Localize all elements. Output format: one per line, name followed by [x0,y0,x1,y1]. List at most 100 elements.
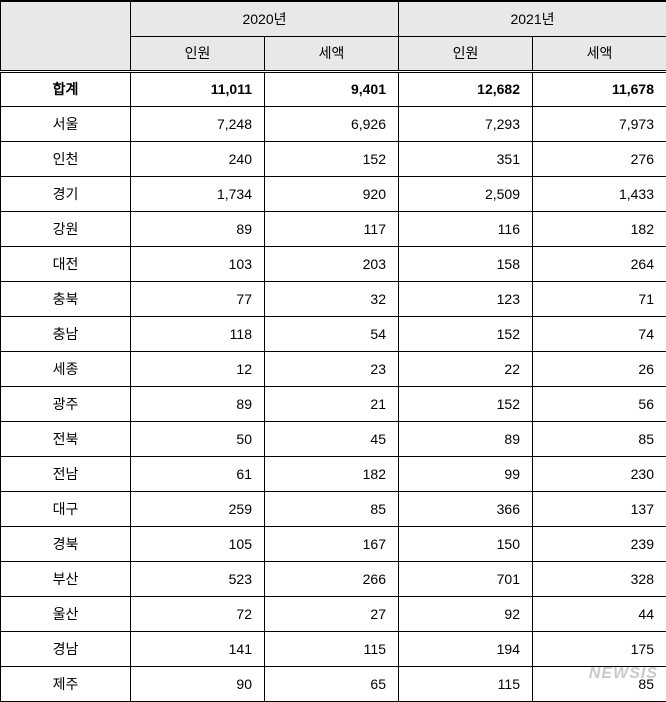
cell-2020-tax: 6,926 [265,106,399,141]
table-row: 강원89117116182 [1,211,666,246]
cell-2021-tax: 85 [533,421,666,456]
total-2020-tax: 9,401 [265,71,399,106]
cell-2020-tax: 266 [265,561,399,596]
cell-region: 경북 [1,526,131,561]
table-row: 제주906511585 [1,666,666,701]
cell-2020-tax: 167 [265,526,399,561]
cell-2021-people: 366 [399,491,533,526]
cell-2021-people: 351 [399,141,533,176]
table-row: 충남1185415274 [1,316,666,351]
table-row: 울산72279244 [1,596,666,631]
cell-2021-people: 2,509 [399,176,533,211]
cell-2021-people: 7,293 [399,106,533,141]
cell-2020-people: 240 [131,141,265,176]
cell-2020-tax: 920 [265,176,399,211]
table-row: 부산523266701328 [1,561,666,596]
cell-2020-tax: 152 [265,141,399,176]
table-row: 대전103203158264 [1,246,666,281]
cell-2020-people: 141 [131,631,265,666]
cell-region: 제주 [1,666,131,701]
cell-region: 전북 [1,421,131,456]
row-total: 합계 11,011 9,401 12,682 11,678 [1,71,666,106]
cell-2021-people: 92 [399,596,533,631]
cell-region: 대전 [1,246,131,281]
cell-2021-tax: 328 [533,561,666,596]
cell-region: 강원 [1,211,131,246]
table-body: 합계 11,011 9,401 12,682 11,678 서울7,2486,9… [1,71,666,701]
cell-2021-tax: 230 [533,456,666,491]
header-2021-people: 인원 [399,36,533,71]
cell-2021-tax: 56 [533,386,666,421]
cell-2021-people: 158 [399,246,533,281]
total-label: 합계 [1,71,131,106]
cell-2020-people: 259 [131,491,265,526]
total-2021-tax: 11,678 [533,71,666,106]
cell-2021-tax: 26 [533,351,666,386]
cell-2021-people: 115 [399,666,533,701]
cell-region: 충남 [1,316,131,351]
cell-region: 경남 [1,631,131,666]
cell-2021-people: 22 [399,351,533,386]
cell-2021-tax: 71 [533,281,666,316]
data-table: 2020년 2021년 인원 세액 인원 세액 합계 11,011 9,401 … [0,0,666,702]
cell-2021-people: 89 [399,421,533,456]
cell-2020-tax: 85 [265,491,399,526]
cell-2021-people: 152 [399,386,533,421]
cell-region: 경기 [1,176,131,211]
cell-2020-people: 1,734 [131,176,265,211]
cell-2021-people: 116 [399,211,533,246]
total-2020-people: 11,011 [131,71,265,106]
cell-region: 대구 [1,491,131,526]
cell-2021-people: 123 [399,281,533,316]
cell-region: 부산 [1,561,131,596]
cell-2020-people: 103 [131,246,265,281]
cell-2020-people: 523 [131,561,265,596]
table-row: 전남6118299230 [1,456,666,491]
cell-2021-people: 194 [399,631,533,666]
table-row: 경북105167150239 [1,526,666,561]
cell-2021-tax: 175 [533,631,666,666]
cell-2021-tax: 74 [533,316,666,351]
cell-2020-tax: 117 [265,211,399,246]
cell-2020-tax: 45 [265,421,399,456]
header-year-2020: 2020년 [131,1,399,36]
cell-2020-people: 12 [131,351,265,386]
cell-2020-people: 105 [131,526,265,561]
table-row: 경남141115194175 [1,631,666,666]
cell-region: 서울 [1,106,131,141]
cell-2020-tax: 54 [265,316,399,351]
cell-2020-tax: 182 [265,456,399,491]
table-row: 전북50458985 [1,421,666,456]
table-row: 광주892115256 [1,386,666,421]
cell-2020-tax: 32 [265,281,399,316]
total-2021-people: 12,682 [399,71,533,106]
cell-2020-people: 50 [131,421,265,456]
cell-2021-tax: 264 [533,246,666,281]
cell-2020-tax: 65 [265,666,399,701]
header-2020-people: 인원 [131,36,265,71]
cell-region: 충북 [1,281,131,316]
cell-2021-people: 701 [399,561,533,596]
cell-2020-tax: 21 [265,386,399,421]
cell-2021-tax: 239 [533,526,666,561]
cell-region: 울산 [1,596,131,631]
header-2021-tax: 세액 [533,36,666,71]
cell-2021-tax: 44 [533,596,666,631]
cell-2020-people: 61 [131,456,265,491]
cell-region: 광주 [1,386,131,421]
cell-2020-people: 77 [131,281,265,316]
table-row: 서울7,2486,9267,2937,973 [1,106,666,141]
table-row: 충북773212371 [1,281,666,316]
cell-2021-tax: 7,973 [533,106,666,141]
cell-2020-tax: 115 [265,631,399,666]
cell-2021-tax: 137 [533,491,666,526]
table-row: 인천240152351276 [1,141,666,176]
cell-region: 인천 [1,141,131,176]
cell-2020-tax: 203 [265,246,399,281]
cell-2020-people: 89 [131,386,265,421]
cell-region: 세종 [1,351,131,386]
cell-2020-people: 7,248 [131,106,265,141]
header-region-blank [1,1,131,71]
cell-2020-tax: 23 [265,351,399,386]
cell-2021-people: 152 [399,316,533,351]
